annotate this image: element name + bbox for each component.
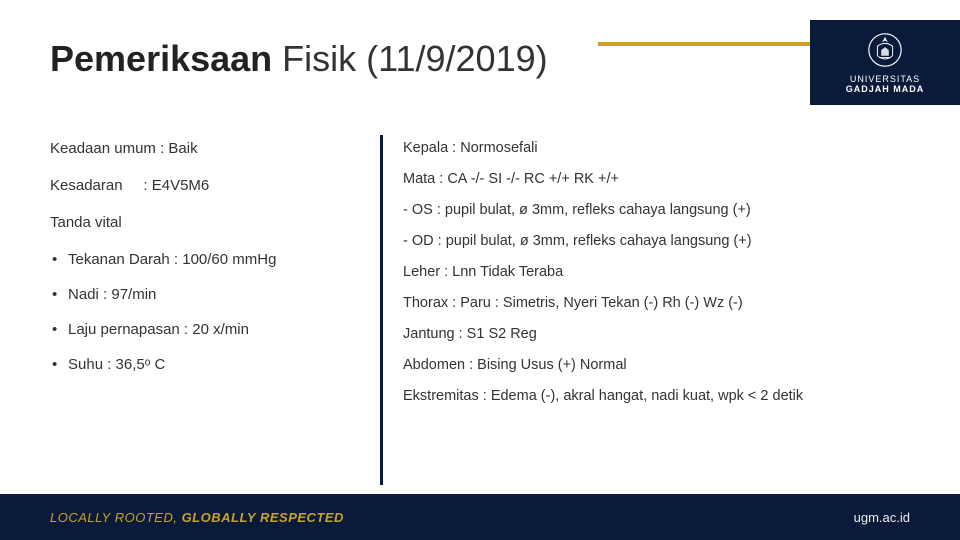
exam-line: Thorax : Paru : Simetris, Nyeri Tekan (-…: [403, 295, 920, 311]
list-item: Suhu : 36,5ᵒ C: [68, 356, 365, 373]
exam-line: Abdomen : Bising Usus (+) Normal: [403, 357, 920, 373]
exam-line: - OS : pupil bulat, ø 3mm, refleks cahay…: [403, 202, 920, 218]
title-wrap: Pemeriksaan Fisik (11/9/2019): [0, 28, 598, 90]
keadaan-row: Keadaan umum : Baik: [50, 140, 365, 157]
footer-url: ugm.ac.id: [854, 510, 910, 525]
list-item: Tekanan Darah : 100/60 mmHg: [68, 251, 365, 268]
exam-line: - OD : pupil bulat, ø 3mm, refleks cahay…: [403, 233, 920, 249]
exam-line: Ekstremitas : Edema (-), akral hangat, n…: [403, 388, 920, 404]
seal-icon: [866, 31, 904, 69]
exam-line: Jantung : S1 S2 Reg: [403, 326, 920, 342]
footer-tagline: LOCALLY ROOTED, GLOBALLY RESPECTED: [50, 510, 344, 525]
title-rest: Fisik (11/9/2019): [272, 38, 547, 79]
exam-line: Leher : Lnn Tidak Teraba: [403, 264, 920, 280]
tagline-global: GLOBALLY RESPECTED: [182, 510, 344, 525]
content-region: Keadaan umum : Baik Kesadaran : E4V5M6 T…: [50, 140, 920, 470]
left-column: Keadaan umum : Baik Kesadaran : E4V5M6 T…: [50, 140, 380, 470]
exam-line: Mata : CA -/- SI -/- RC +/+ RK +/+: [403, 171, 920, 187]
vital-bullets: Tekanan Darah : 100/60 mmHg Nadi : 97/mi…: [50, 251, 365, 373]
kesadaran-row: Kesadaran : E4V5M6: [50, 177, 365, 194]
logo-line1: UNIVERSITAS: [850, 74, 920, 84]
list-item: Nadi : 97/min: [68, 286, 365, 303]
university-logo: UNIVERSITAS GADJAH MADA: [810, 20, 960, 105]
footer-bar: LOCALLY ROOTED, GLOBALLY RESPECTED ugm.a…: [0, 494, 960, 540]
exam-line: Kepala : Normosefali: [403, 140, 920, 156]
header-region: Pemeriksaan Fisik (11/9/2019) UNIVERSITA…: [0, 0, 960, 120]
title-bold: Pemeriksaan: [50, 38, 272, 79]
page-title: Pemeriksaan Fisik (11/9/2019): [50, 38, 548, 80]
right-column: Kepala : Normosefali Mata : CA -/- SI -/…: [383, 140, 920, 470]
tagline-local: LOCALLY ROOTED,: [50, 510, 182, 525]
tanda-vital-label: Tanda vital: [50, 214, 365, 231]
list-item: Laju pernapasan : 20 x/min: [68, 321, 365, 338]
logo-line2: GADJAH MADA: [846, 84, 925, 94]
